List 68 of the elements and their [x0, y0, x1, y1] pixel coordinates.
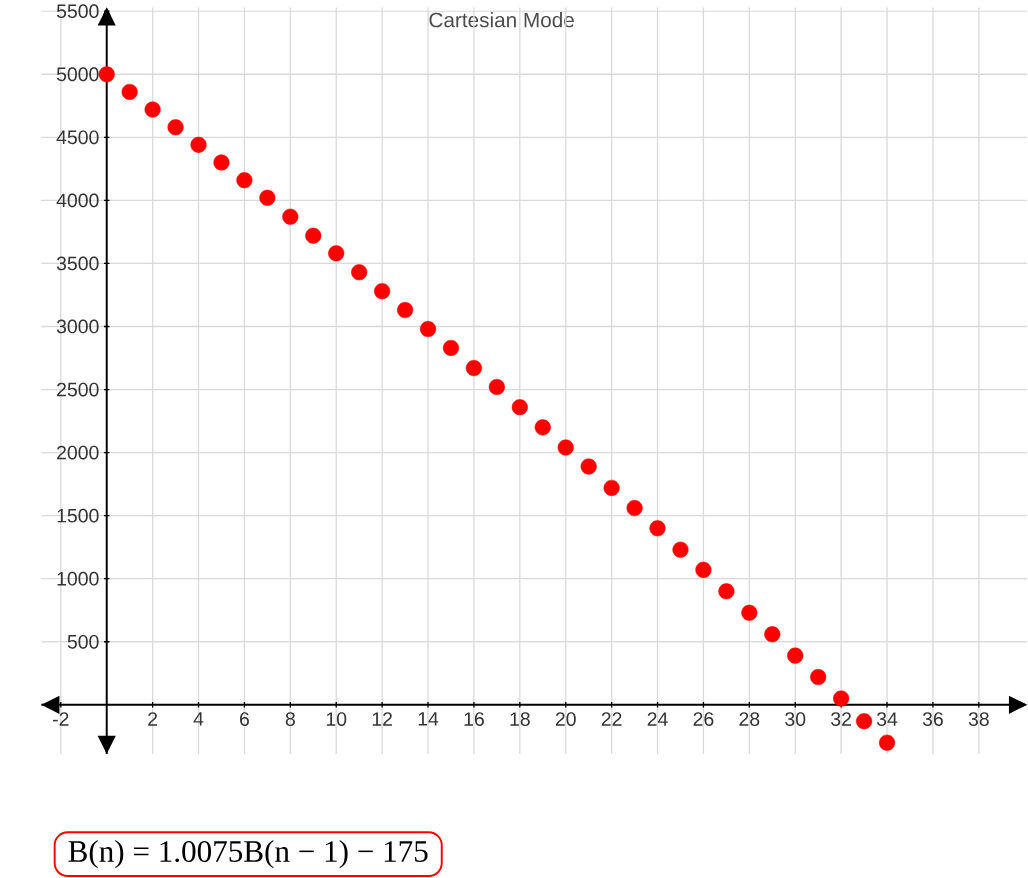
point: [695, 562, 712, 579]
y-tick-label: 4000: [56, 193, 99, 208]
point: [144, 101, 161, 118]
point: [511, 399, 528, 416]
x-tick-label: 12: [372, 712, 392, 726]
y-tick-label: 2500: [57, 382, 99, 397]
point: [259, 189, 276, 207]
point: [305, 227, 322, 244]
point: [879, 734, 896, 751]
point: [397, 302, 414, 319]
point: [282, 208, 299, 225]
point: [741, 604, 758, 621]
x-tick-label: 18: [510, 712, 530, 727]
text: B(n) = 1.0075B(n − 1) − 175: [68, 840, 428, 869]
point: [351, 264, 368, 281]
point: [626, 500, 643, 517]
chart-title: Cartesian Mode: [429, 12, 574, 28]
point: [534, 419, 551, 436]
x-tick-label: 30: [785, 712, 806, 727]
point: [121, 84, 138, 101]
point: [419, 321, 437, 338]
y-tick-label: 2000: [57, 445, 99, 460]
point: [557, 439, 574, 456]
x-tick-label: 38: [968, 712, 989, 727]
x-tick-label: 28: [739, 712, 760, 727]
point: [810, 669, 827, 686]
x-tick-label: 22: [601, 712, 622, 726]
x-tick-label: 24: [647, 712, 668, 726]
point: [328, 245, 345, 262]
y-tick-label: 1500: [57, 508, 99, 523]
x-tick-label: 4: [193, 712, 204, 726]
x-tick-label: 16: [464, 712, 484, 727]
y-tick-label: 5000: [56, 67, 99, 82]
point: [442, 340, 460, 357]
point: [833, 690, 850, 707]
point: [787, 647, 804, 664]
x-tick-label: 36: [922, 712, 943, 727]
point: [190, 137, 207, 154]
y-tick-label: 3500: [56, 256, 99, 271]
x-tick-label: 32: [831, 712, 851, 727]
point: [580, 458, 597, 475]
point: [98, 66, 115, 83]
point: [374, 283, 391, 300]
point: [167, 119, 184, 136]
x-tick-label: 26: [693, 712, 714, 727]
x-tick-label: 6: [240, 712, 249, 727]
point: [603, 480, 620, 497]
point: [856, 713, 873, 730]
x-tick-label: 14: [418, 712, 439, 726]
y-tick-label: 500: [67, 635, 99, 649]
x-tick-label: -2: [53, 712, 69, 726]
point: [465, 360, 482, 377]
point: [488, 379, 505, 396]
x-tick-label: 20: [555, 712, 576, 727]
point: [213, 154, 230, 171]
point: [764, 626, 781, 643]
point: [236, 172, 253, 189]
point: [718, 583, 735, 600]
x-tick-label: 8: [285, 712, 295, 727]
y-tick-label: 1000: [57, 572, 99, 586]
point: [672, 541, 689, 558]
y-tick-label: 3000: [56, 319, 99, 334]
x-tick-label: 10: [326, 712, 347, 727]
x-tick-label: 2: [148, 712, 158, 726]
y-tick-label: 4500: [56, 130, 99, 145]
point: [649, 520, 666, 537]
x-tick-label: 34: [876, 712, 898, 727]
y-tick-label: 5500: [56, 4, 99, 19]
